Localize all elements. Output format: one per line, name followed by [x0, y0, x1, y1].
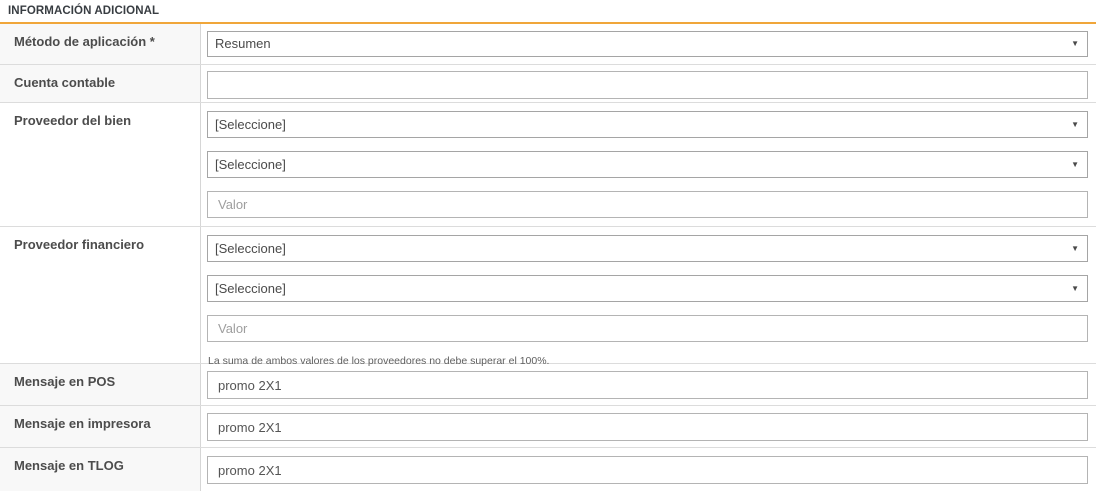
mensaje-pos-input[interactable]: [207, 371, 1088, 399]
chevron-down-icon: ▼: [1071, 244, 1079, 253]
metodo-aplicacion-label: Método de aplicación *: [0, 24, 201, 64]
mensaje-impresora-input[interactable]: [207, 413, 1088, 441]
form-row-mensaje-impresora: Mensaje en impresora: [0, 406, 1096, 448]
proveedor-bien-select-2[interactable]: [Seleccione] ▼: [207, 151, 1088, 178]
chevron-down-icon: ▼: [1071, 284, 1079, 293]
mensaje-impresora-field-cell: [201, 406, 1096, 447]
proveedores-help-note: La suma de ambos valores de los proveedo…: [208, 355, 550, 367]
proveedor-bien-label: Proveedor del bien: [0, 103, 201, 226]
proveedor-financiero-valor-input[interactable]: [207, 315, 1088, 342]
mensaje-tlog-label: Mensaje en TLOG: [0, 448, 201, 491]
proveedor-financiero-label: Proveedor financiero: [0, 227, 201, 363]
mensaje-pos-label: Mensaje en POS: [0, 364, 201, 405]
metodo-aplicacion-select[interactable]: Resumen ▼: [207, 31, 1088, 57]
mensaje-impresora-label: Mensaje en impresora: [0, 406, 201, 447]
section-accent-rule: [0, 22, 1096, 24]
form-row-mensaje-tlog: Mensaje en TLOG: [0, 448, 1096, 491]
form-row-cuenta-contable: Cuenta contable: [0, 65, 1096, 103]
proveedor-bien-field-cell: [Seleccione] ▼ [Seleccione] ▼: [201, 103, 1096, 226]
proveedor-financiero-select-1[interactable]: [Seleccione] ▼: [207, 235, 1088, 262]
proveedor-bien-select-1-value: [Seleccione]: [215, 117, 286, 132]
form-row-proveedor-bien: Proveedor del bien [Seleccione] ▼ [Selec…: [0, 103, 1096, 227]
form-row-proveedor-financiero: Proveedor financiero [Seleccione] ▼ [Sel…: [0, 227, 1096, 367]
proveedor-bien-select-1[interactable]: [Seleccione] ▼: [207, 111, 1088, 138]
proveedor-financiero-select-1-value: [Seleccione]: [215, 241, 286, 256]
proveedor-bien-valor-input[interactable]: [207, 191, 1088, 218]
cuenta-contable-label: Cuenta contable: [0, 65, 201, 102]
cuenta-contable-input[interactable]: [207, 71, 1088, 99]
form-row-metodo-aplicacion: Método de aplicación * Resumen ▼: [0, 24, 1096, 65]
chevron-down-icon: ▼: [1071, 160, 1079, 169]
additional-info-form: Método de aplicación * Resumen ▼ Cuenta …: [0, 24, 1096, 491]
mensaje-tlog-input[interactable]: [207, 456, 1088, 484]
proveedor-financiero-select-2[interactable]: [Seleccione] ▼: [207, 275, 1088, 302]
cuenta-contable-field-cell: [201, 65, 1096, 102]
proveedor-financiero-field-cell: [Seleccione] ▼ [Seleccione] ▼ La suma de…: [201, 227, 1096, 367]
form-row-mensaje-pos: Mensaje en POS: [0, 364, 1096, 406]
metodo-aplicacion-select-value: Resumen: [215, 36, 271, 51]
metodo-aplicacion-field-cell: Resumen ▼: [201, 24, 1096, 64]
section-title: INFORMACIÓN ADICIONAL: [8, 5, 160, 17]
chevron-down-icon: ▼: [1071, 39, 1079, 48]
proveedor-financiero-select-2-value: [Seleccione]: [215, 281, 286, 296]
proveedor-bien-select-2-value: [Seleccione]: [215, 157, 286, 172]
mensaje-tlog-field-cell: [201, 448, 1096, 491]
mensaje-pos-field-cell: [201, 364, 1096, 405]
chevron-down-icon: ▼: [1071, 120, 1079, 129]
